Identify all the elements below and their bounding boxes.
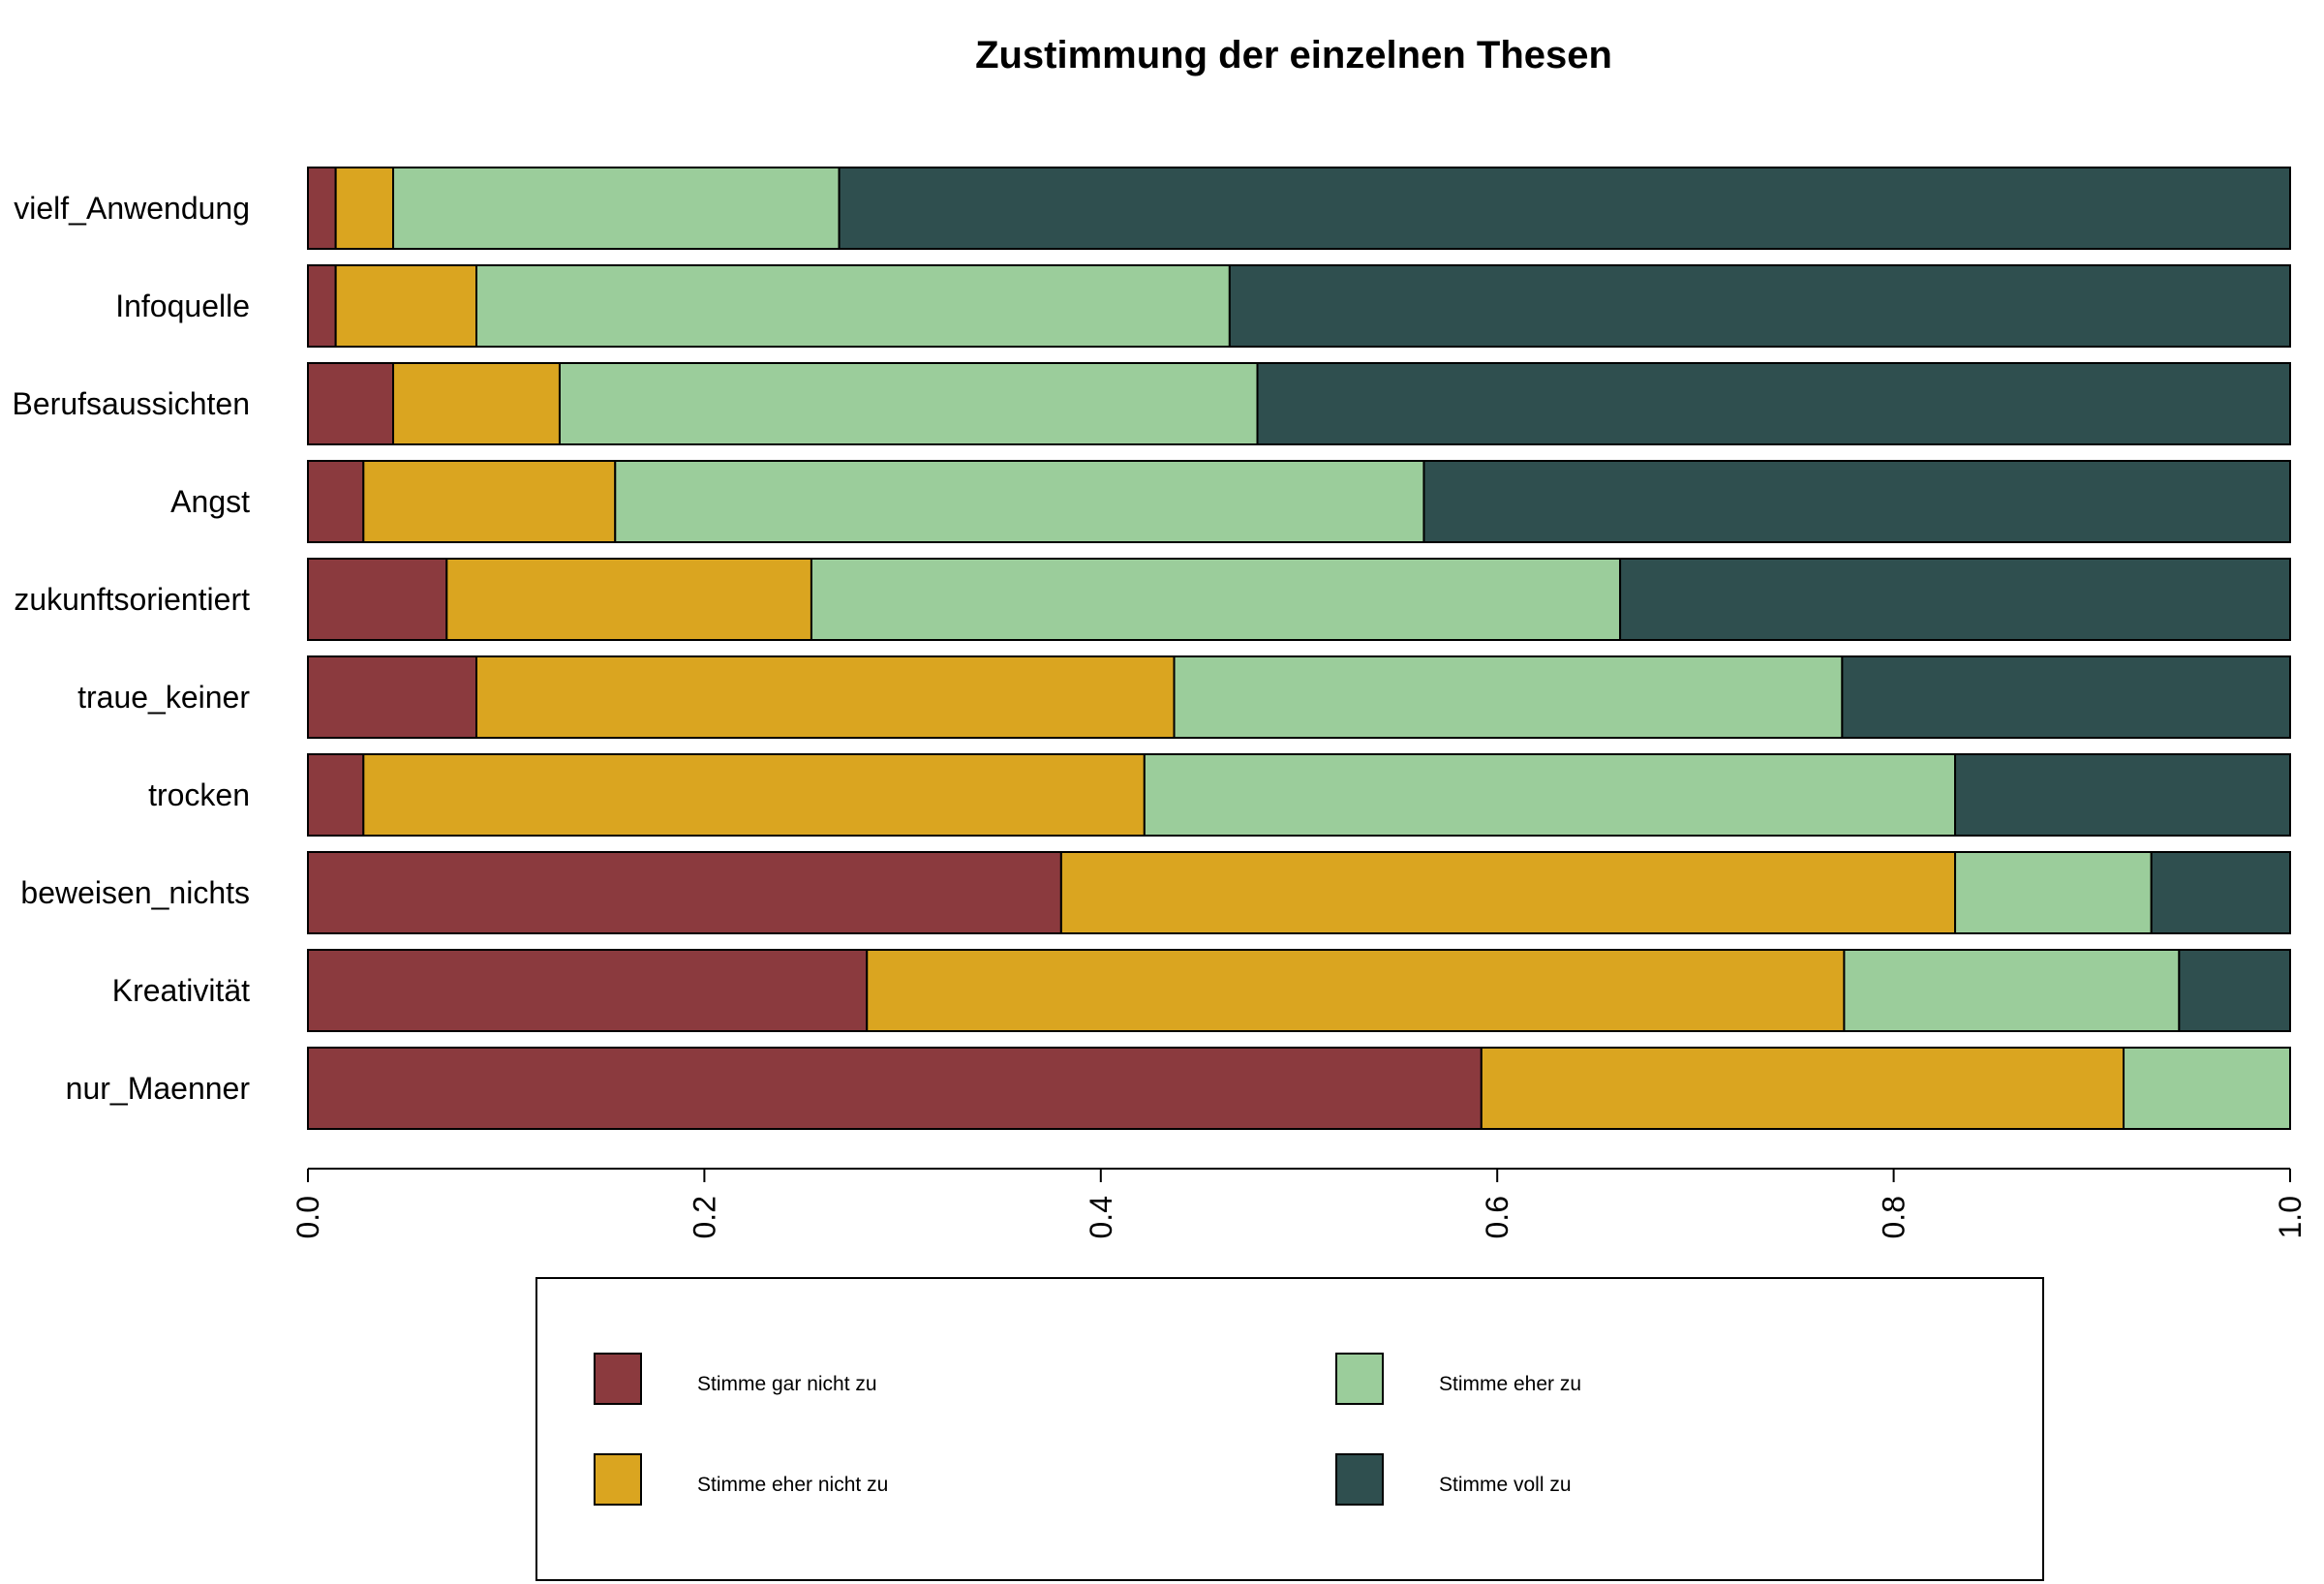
legend-swatch bbox=[594, 1353, 642, 1405]
bar-segment-zukunftsorientiert-s4 bbox=[1619, 558, 2291, 641]
bar-segment-berufsaussichten-s4 bbox=[1256, 362, 2291, 445]
bar-segment-beweisen-nichts-s4 bbox=[2150, 851, 2291, 934]
bar-segment-trocken-s3 bbox=[1143, 753, 1957, 837]
bar-segment-infoquelle-s4 bbox=[1228, 264, 2291, 348]
legend-label: Stimme gar nicht zu bbox=[697, 1373, 877, 1395]
bar-segment-infoquelle-s3 bbox=[474, 264, 1231, 348]
category-label: zukunftsorientiert bbox=[14, 582, 250, 617]
bars-group bbox=[307, 167, 2292, 1130]
legend-label: Stimme eher zu bbox=[1439, 1373, 1581, 1395]
bar-segment-nur-maenner-s2 bbox=[1480, 1047, 2125, 1130]
bar-segment-traue-keiner-s4 bbox=[1841, 655, 2292, 739]
category-label: beweisen_nichts bbox=[20, 875, 250, 910]
category-labels: vielf_Anwendung Infoquelle Berufsaussichte… bbox=[13, 191, 251, 1106]
category-label: nur_Maenner bbox=[66, 1071, 251, 1106]
bar-segment-berufsaussichten-s2 bbox=[392, 362, 561, 445]
bar-segment-zukunftsorientiert-s1 bbox=[307, 558, 448, 641]
bar-segment-angst-s3 bbox=[614, 460, 1425, 543]
bar-segment-kreativit-t-s3 bbox=[1843, 949, 2181, 1032]
legend-box bbox=[535, 1277, 2044, 1581]
legend-swatch bbox=[1335, 1453, 1384, 1506]
category-label: traue_keiner bbox=[77, 680, 250, 715]
bar-segment-angst-s2 bbox=[362, 460, 617, 543]
bar-segment-vielf-anwendung-s2 bbox=[334, 167, 395, 250]
bar-segment-traue-keiner-s2 bbox=[474, 655, 1176, 739]
category-label: Infoquelle bbox=[115, 289, 250, 323]
x-tick-label: 0.6 bbox=[1480, 1196, 1514, 1238]
legend-label: Stimme eher nicht zu bbox=[697, 1474, 888, 1496]
bar-segment-beweisen-nichts-s3 bbox=[1954, 851, 2153, 934]
x-tick-label: 0.0 bbox=[290, 1196, 325, 1238]
legend-label: Stimme voll zu bbox=[1439, 1474, 1572, 1496]
bar-segment-traue-keiner-s1 bbox=[307, 655, 477, 739]
x-axis: 0.0 0.2 0.4 0.6 0.8 1.0 bbox=[290, 1168, 2308, 1238]
category-label: trocken bbox=[148, 777, 250, 812]
chart-title: Zustimmung der einzelnen Thesen bbox=[975, 34, 1612, 76]
bar-segment-infoquelle-s2 bbox=[334, 264, 477, 348]
bar-segment-beweisen-nichts-s1 bbox=[307, 851, 1062, 934]
legend-swatch bbox=[594, 1453, 642, 1506]
x-tick-label: 0.2 bbox=[687, 1196, 721, 1238]
bar-segment-zukunftsorientiert-s3 bbox=[810, 558, 1622, 641]
bar-segment-kreativit-t-s1 bbox=[307, 949, 869, 1032]
bar-segment-angst-s4 bbox=[1422, 460, 2292, 543]
category-label: Angst bbox=[170, 484, 250, 519]
legend: Stimme gar nicht zu Stimme eher nicht zu S… bbox=[535, 1277, 2044, 1581]
bar-segment-berufsaussichten-s1 bbox=[307, 362, 395, 445]
bar-segment-beweisen-nichts-s2 bbox=[1059, 851, 1957, 934]
bar-segment-nur-maenner-s3 bbox=[2123, 1047, 2291, 1130]
x-tick-label: 0.4 bbox=[1084, 1196, 1118, 1238]
bar-segment-vielf-anwendung-s1 bbox=[307, 167, 337, 250]
bar-segment-trocken-s2 bbox=[362, 753, 1146, 837]
bar-segment-infoquelle-s1 bbox=[307, 264, 337, 348]
legend-swatch bbox=[1335, 1353, 1384, 1405]
bar-segment-berufsaussichten-s3 bbox=[558, 362, 1259, 445]
bar-segment-zukunftsorientiert-s2 bbox=[445, 558, 812, 641]
bar-segment-vielf-anwendung-s3 bbox=[392, 167, 841, 250]
category-label: vielf_Anwendung bbox=[14, 191, 250, 226]
bar-segment-trocken-s4 bbox=[1954, 753, 2291, 837]
bar-segment-traue-keiner-s3 bbox=[1173, 655, 1844, 739]
bar-segment-vielf-anwendung-s4 bbox=[838, 167, 2292, 250]
x-tick-label: 1.0 bbox=[2273, 1196, 2308, 1238]
category-label: Kreativität bbox=[112, 973, 250, 1008]
bar-segment-trocken-s1 bbox=[307, 753, 365, 837]
bar-segment-nur-maenner-s1 bbox=[307, 1047, 1483, 1130]
bar-segment-kreativit-t-s4 bbox=[2178, 949, 2291, 1032]
bar-segment-kreativit-t-s2 bbox=[866, 949, 1846, 1032]
x-tick-label: 0.8 bbox=[1877, 1196, 1911, 1238]
category-label: Berufsaussichten bbox=[13, 386, 250, 421]
bar-segment-angst-s1 bbox=[307, 460, 365, 543]
